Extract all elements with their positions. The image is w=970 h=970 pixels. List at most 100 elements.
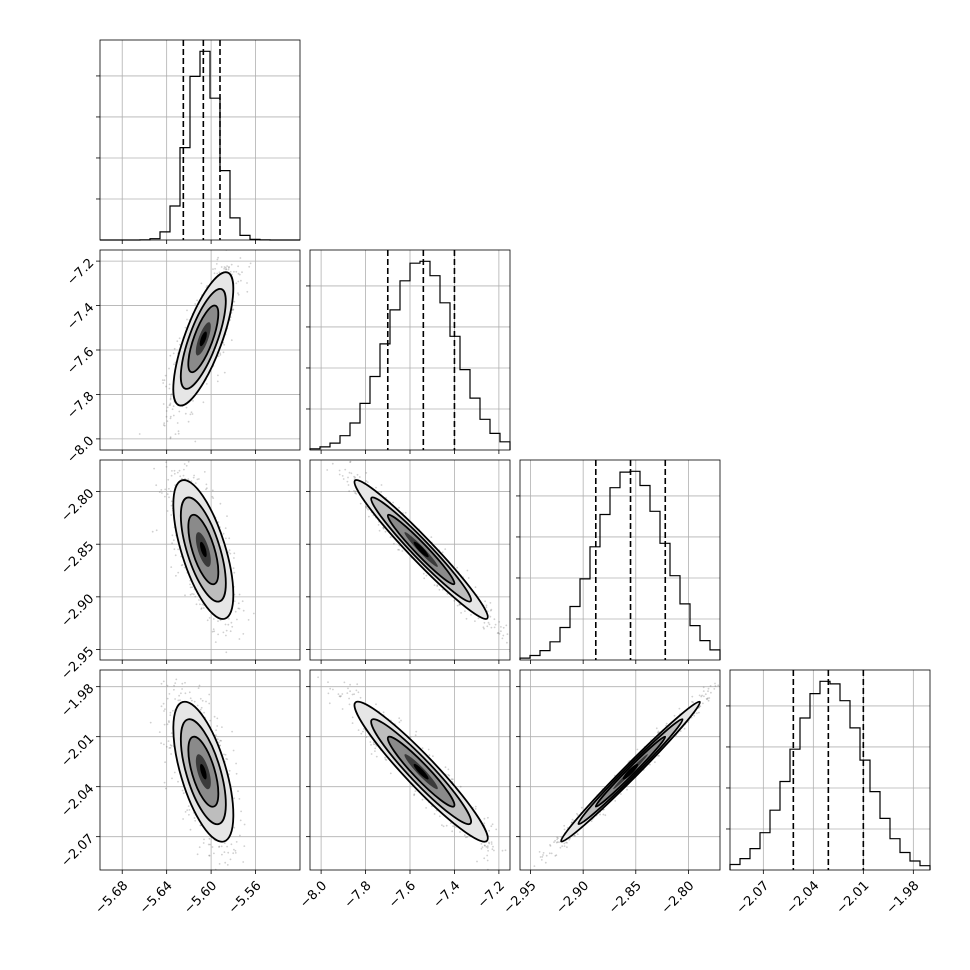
sample-point (216, 258, 219, 261)
sample-point (455, 826, 457, 828)
sample-point (474, 808, 477, 810)
sample-point (353, 693, 355, 696)
sample-point (252, 612, 255, 615)
sample-point (498, 621, 501, 623)
sample-point (192, 476, 195, 479)
sample-point (216, 725, 219, 727)
sample-point (353, 475, 355, 478)
sample-point (341, 475, 344, 477)
sample-point (238, 798, 241, 800)
sample-point (490, 825, 493, 828)
sample-point (181, 682, 184, 685)
sample-point (398, 717, 401, 720)
sample-point (194, 595, 197, 598)
sample-point (349, 460, 352, 463)
sample-point (474, 620, 476, 622)
sample-point (202, 607, 205, 609)
ytick-label-2-1: −2.90 (59, 592, 98, 631)
sample-point (225, 268, 228, 270)
sample-point (692, 701, 694, 704)
sample-point (483, 621, 486, 624)
panel-content-3-2 (533, 679, 720, 870)
panel-0-0 (96, 39, 301, 244)
sample-point (354, 492, 356, 494)
sample-point (500, 630, 502, 633)
sample-point (433, 813, 436, 815)
sample-point (226, 845, 229, 848)
panel-1-0: −8.0−7.8−7.6−7.4−7.2 (64, 249, 301, 467)
sample-point (485, 606, 488, 609)
xtick-label-0-2: −5.60 (181, 878, 220, 917)
sample-point (169, 746, 172, 749)
sample-point (219, 896, 221, 898)
sample-point (169, 490, 172, 493)
sample-point (502, 626, 505, 629)
sample-point (483, 627, 485, 630)
sample-point (521, 640, 523, 642)
sample-point (191, 699, 193, 702)
sample-point (239, 819, 242, 822)
ytick-label-1-0: −8.0 (64, 434, 97, 467)
sample-point (218, 863, 221, 865)
sample-point (436, 585, 439, 587)
sample-point (227, 851, 230, 854)
sample-point (414, 734, 417, 737)
sample-point (367, 508, 369, 511)
sample-point (211, 489, 214, 492)
sample-point (465, 836, 467, 839)
sample-point (374, 750, 376, 752)
sample-point (223, 267, 226, 270)
xtick-label-0-1: −5.64 (137, 878, 176, 917)
sample-point (174, 433, 177, 435)
sample-point (228, 769, 231, 772)
sample-point (246, 282, 248, 284)
density-shading-2-0 (173, 480, 234, 619)
sample-point (460, 612, 462, 614)
sample-point (533, 865, 536, 867)
sample-point (705, 697, 708, 700)
ytick-label-1-3: −7.4 (64, 300, 97, 333)
sample-point (626, 788, 628, 791)
sample-point (558, 841, 560, 844)
sample-point (205, 700, 207, 703)
sample-point (199, 708, 202, 711)
sample-point (169, 397, 172, 400)
sample-point (392, 501, 394, 504)
sample-point (415, 730, 418, 733)
sample-point (502, 634, 505, 637)
sample-point (249, 262, 252, 265)
sample-point (227, 268, 230, 271)
sample-point (332, 664, 334, 666)
sample-point (230, 339, 233, 342)
sample-point (176, 422, 179, 424)
sample-point (225, 268, 227, 271)
sample-point (181, 789, 184, 792)
sample-point (208, 837, 211, 840)
sample-point (485, 845, 488, 848)
sample-point (189, 697, 192, 700)
sample-point (343, 681, 346, 684)
sample-point (177, 430, 180, 433)
sample-point (194, 482, 197, 484)
sample-point (441, 588, 444, 591)
ytick-label-3-3: −1.98 (58, 681, 97, 720)
sample-point (494, 623, 497, 626)
sample-point (215, 729, 218, 732)
sample-point (179, 699, 181, 702)
sample-point (229, 270, 232, 273)
sample-point (599, 813, 601, 816)
panel-content-2-0 (151, 460, 255, 654)
sample-point (360, 732, 363, 735)
ytick-label-2-3: −2.80 (59, 486, 98, 525)
sample-point (370, 744, 372, 746)
panel-frame-0-0 (99, 39, 301, 241)
sample-point (198, 846, 201, 849)
sample-point (209, 719, 212, 722)
sample-point (170, 514, 173, 516)
sample-point (441, 551, 444, 554)
sample-point (164, 374, 167, 377)
sample-point (189, 413, 192, 416)
contour-0 (187, 304, 220, 374)
sample-point (490, 843, 493, 845)
